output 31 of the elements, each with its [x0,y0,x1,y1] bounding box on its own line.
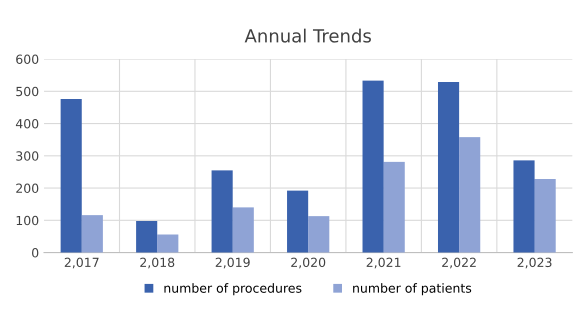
x-tick-label: 2,022 [442,258,476,268]
bar [384,162,405,253]
bar [459,137,480,253]
bar [212,170,233,253]
legend-label: number of procedures [164,283,302,296]
bar [362,80,384,253]
chart-title: Annual Trends [244,28,371,43]
bar [534,179,556,253]
bar [157,234,178,253]
bar [232,207,254,253]
bar [438,82,460,253]
y-tick-label: 200 [16,184,38,193]
y-tick-label: 600 [16,54,38,64]
bar [60,99,82,253]
bar [82,215,103,253]
x-tick-label: 2,018 [140,258,174,268]
bar [308,216,330,253]
bar [136,220,158,253]
x-tick-label: 2,019 [216,258,250,268]
y-tick-label: 0 [32,248,38,258]
x-tick-label: 2,017 [64,258,99,268]
y-tick-label: 400 [16,119,38,128]
x-tick-label: 2,021 [366,258,400,268]
y-tick-label: 300 [16,151,38,161]
y-tick-label: 500 [16,86,38,96]
x-tick-label: 2,023 [518,258,552,268]
legend-label: number of patients [353,283,472,296]
bar [513,160,535,253]
y-tick-label: 100 [16,216,38,226]
x-tick-label: 2,020 [291,258,326,268]
bar [287,190,308,253]
